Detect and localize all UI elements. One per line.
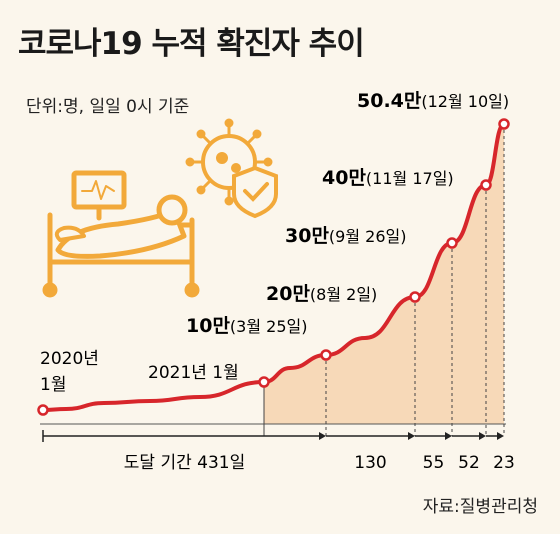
unit-note: 단위:명, 일일 0시 기준	[26, 97, 190, 117]
chart-title: 코로나19 누적 확진자 추이	[18, 26, 365, 62]
interval-arrowhead-3	[479, 432, 486, 440]
milestone-label-20man: 20만(8월 2일)	[266, 283, 377, 305]
interval-label-0: 도달 기간 431일	[124, 453, 245, 473]
interval-label-1: 130	[354, 453, 386, 473]
interval-label-4: 23	[493, 453, 515, 473]
interval-label-3: 52	[458, 453, 480, 473]
point-marker-3	[409, 291, 421, 303]
point-marker-5	[480, 179, 492, 191]
interval-label-2: 55	[423, 453, 445, 473]
interval-arrowhead-2	[445, 432, 452, 440]
point-marker-0	[37, 404, 49, 416]
milestone-label-50-4man: 50.4만(12월 10일)	[357, 90, 509, 112]
plot-area	[37, 118, 510, 442]
jan-2021-label: 2021년 1월	[148, 363, 239, 383]
point-marker-1	[258, 376, 270, 388]
milestone-labels: 10만(3월 25일) 20만(8월 2일) 30만(9월 26일) 40만(1…	[186, 90, 509, 337]
interval-arrowhead-0	[319, 432, 326, 440]
start-label-year: 2020년	[40, 349, 99, 369]
interval-arrowhead-4	[497, 432, 504, 440]
point-marker-6	[498, 118, 510, 130]
point-marker-2	[320, 349, 332, 361]
area-fill	[264, 124, 504, 424]
milestone-label-40man: 40만(11월 17일)	[322, 167, 454, 189]
milestone-label-30man: 30만(9월 26일)	[285, 225, 406, 247]
start-label-month: 1월	[40, 375, 66, 395]
milestone-label-10man: 10만(3월 25일)	[186, 315, 307, 337]
hospital-bed-patient-icon	[42, 170, 200, 298]
point-marker-4	[446, 237, 458, 249]
interval-arrowhead-1	[408, 432, 415, 440]
source-note: 자료:질병관리청	[422, 497, 538, 517]
coronavirus-shield-icon	[185, 118, 278, 219]
